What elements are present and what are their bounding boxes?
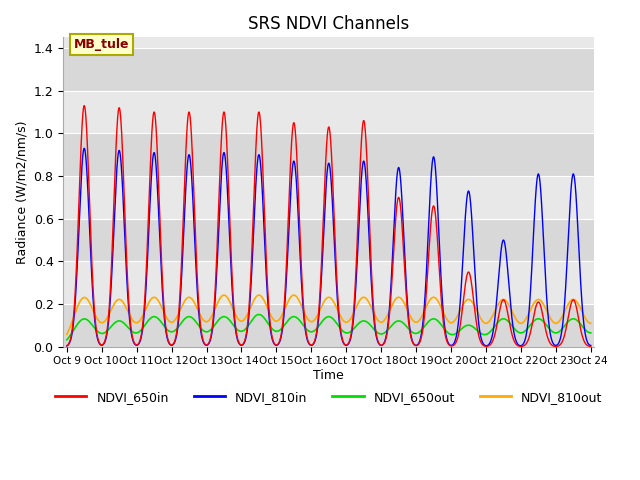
Text: MB_tule: MB_tule [74, 38, 129, 51]
X-axis label: Time: Time [314, 369, 344, 382]
Bar [63, 176, 595, 219]
Legend: NDVI_650in, NDVI_810in, NDVI_650out, NDVI_810out: NDVI_650in, NDVI_810in, NDVI_650out, NDV… [50, 385, 607, 408]
Bar [63, 219, 595, 262]
Y-axis label: Radiance (W/m2/nm/s): Radiance (W/m2/nm/s) [15, 120, 28, 264]
Title: SRS NDVI Channels: SRS NDVI Channels [248, 15, 410, 33]
Bar [63, 262, 595, 304]
Bar [63, 133, 595, 176]
Bar [63, 48, 595, 91]
Bar [63, 304, 595, 347]
Bar [63, 91, 595, 133]
